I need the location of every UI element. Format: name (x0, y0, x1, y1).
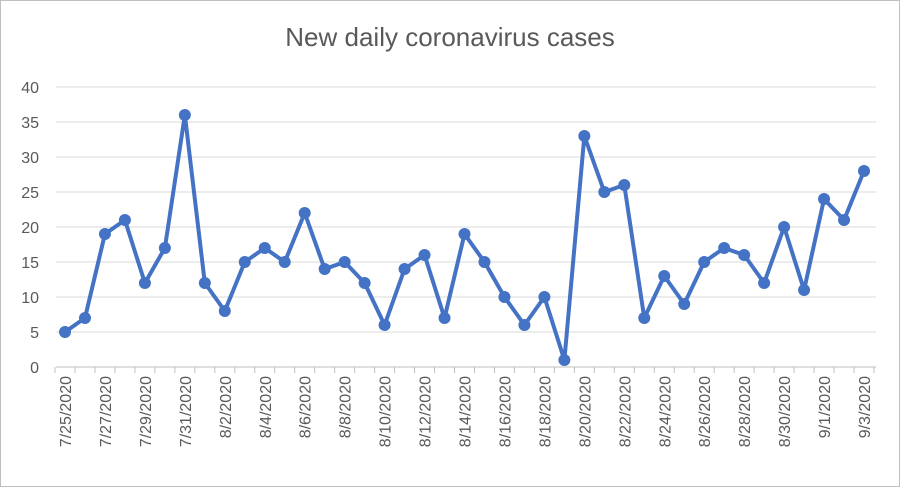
y-tick-label: 35 (21, 115, 39, 132)
data-point (678, 298, 691, 310)
data-point (558, 354, 571, 366)
x-tick-label: 7/31/2020 (178, 376, 195, 447)
x-tick-label: 8/10/2020 (378, 376, 395, 447)
y-tick-label: 25 (21, 185, 39, 202)
data-point (738, 249, 751, 261)
x-tick-label: 7/27/2020 (98, 376, 115, 447)
data-point (378, 319, 391, 331)
data-point (318, 263, 331, 275)
data-point (458, 228, 471, 240)
data-point (538, 291, 551, 303)
y-tick-label: 5 (30, 325, 39, 342)
data-point (98, 228, 111, 240)
y-tick-label: 0 (30, 360, 39, 377)
data-point (478, 256, 491, 268)
data-point (138, 277, 151, 289)
y-tick-label: 30 (21, 150, 39, 167)
data-point (798, 284, 811, 296)
data-point (398, 263, 411, 275)
data-point (578, 130, 591, 142)
data-point (838, 214, 851, 226)
x-tick-label: 8/28/2020 (737, 376, 754, 447)
data-point (518, 319, 531, 331)
x-tick-label: 8/26/2020 (697, 376, 714, 447)
data-point (718, 242, 731, 254)
data-point (758, 277, 771, 289)
x-tick-label: 8/12/2020 (418, 376, 435, 447)
x-tick-label: 7/29/2020 (138, 376, 155, 447)
data-point (598, 186, 611, 198)
x-axis-ticks: 7/25/2020 7/27/2020 7/29/2020 7/31/2020 8/2/… (54, 367, 875, 447)
data-point (278, 256, 291, 268)
x-tick-label: 8/22/2020 (617, 376, 634, 447)
data-point (238, 256, 251, 268)
data-point (158, 242, 171, 254)
chart-title: New daily coronavirus cases (285, 22, 615, 52)
data-point (338, 256, 351, 268)
data-point (698, 256, 711, 268)
data-point (218, 305, 231, 317)
data-point (298, 207, 311, 219)
x-tick-label: 8/6/2020 (298, 376, 315, 438)
data-point (258, 242, 271, 254)
data-point (59, 326, 71, 338)
data-point (778, 221, 791, 233)
data-point (638, 312, 651, 324)
x-tick-label: 8/4/2020 (258, 376, 275, 438)
x-tick-label: 8/24/2020 (657, 376, 674, 447)
data-point (498, 291, 511, 303)
data-point (358, 277, 371, 289)
y-axis-ticks: 0 5 10 15 20 25 30 35 40 (21, 80, 39, 377)
x-tick-label: 9/3/2020 (857, 376, 874, 438)
data-point (118, 214, 131, 226)
x-tick-label: 8/8/2020 (338, 376, 355, 438)
x-tick-label: 8/30/2020 (777, 376, 794, 447)
data-point (418, 249, 431, 261)
x-tick-label: 8/18/2020 (537, 376, 554, 447)
x-tick-label: 7/25/2020 (58, 376, 75, 447)
data-point (818, 193, 831, 205)
data-point (858, 165, 870, 177)
data-point (658, 270, 671, 282)
data-point (178, 109, 191, 121)
data-point (618, 179, 631, 191)
y-tick-label: 40 (21, 80, 39, 97)
x-tick-label: 8/2/2020 (218, 376, 235, 438)
data-point (198, 277, 211, 289)
x-tick-label: 8/20/2020 (577, 376, 594, 447)
y-tick-label: 20 (21, 220, 39, 237)
data-point (78, 312, 91, 324)
x-tick-label: 8/14/2020 (458, 376, 475, 447)
gridlines (56, 86, 876, 368)
data-point (438, 312, 451, 324)
x-tick-label: 9/1/2020 (817, 376, 834, 438)
x-tick-label: 8/16/2020 (497, 376, 514, 447)
y-tick-label: 10 (21, 290, 39, 307)
series-layer (59, 109, 870, 366)
y-tick-label: 15 (21, 255, 39, 272)
